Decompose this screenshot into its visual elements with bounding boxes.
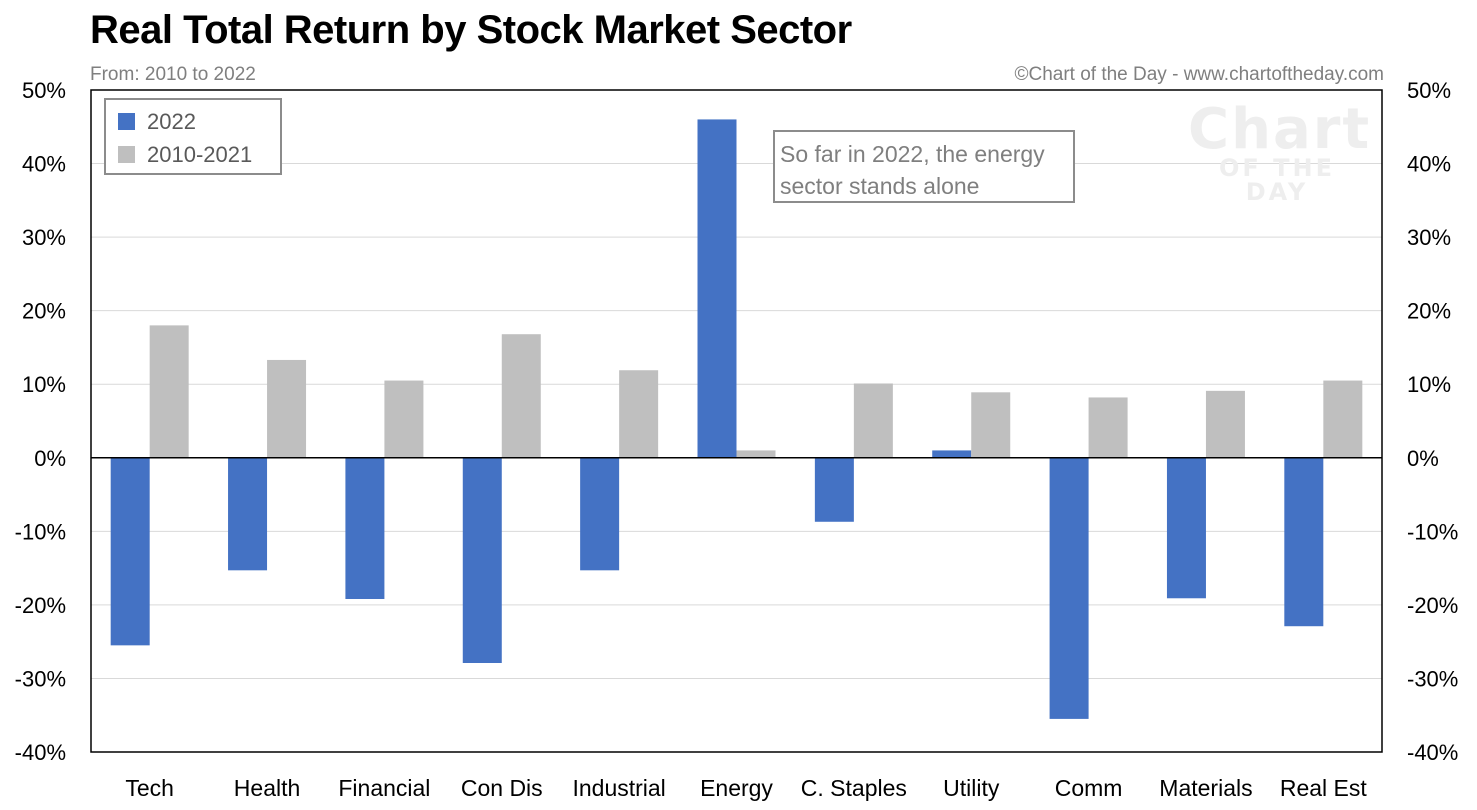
bar-2022-comm <box>1049 457 1089 719</box>
bar-2010-2021-comm <box>1088 397 1128 458</box>
legend-swatch-2022 <box>118 112 135 130</box>
y-tick-label-left: -20% <box>15 593 66 618</box>
chart-of-the-day-logo: Chart OF THE DAY <box>1188 97 1372 206</box>
y-tick-label-right: 10% <box>1407 372 1451 397</box>
y-tick-label-left: 40% <box>22 152 66 177</box>
x-tick-label: Tech <box>125 775 174 801</box>
y-tick-label-right: -40% <box>1407 740 1458 765</box>
x-tick-label: Health <box>234 775 300 801</box>
y-tick-label-right: 40% <box>1407 152 1451 177</box>
bar-2022-tech <box>110 457 150 646</box>
x-tick-label: Energy <box>700 775 773 801</box>
x-tick-label: Materials <box>1159 775 1252 801</box>
x-tick-label: Industrial <box>572 775 665 801</box>
bar-2022-energy <box>697 119 737 458</box>
legend-item-2022: 2022 <box>118 109 196 135</box>
y-tick-label-left: -30% <box>15 666 66 691</box>
bar-2010-2021-tech <box>149 325 189 458</box>
x-tick-label: Con Dis <box>461 775 543 801</box>
x-tick-label: Financial <box>338 775 430 801</box>
x-axis-categories: Tech Health Financial Con Dis Industrial Ener… <box>125 775 1367 801</box>
y-tick-label-left: 20% <box>22 299 66 324</box>
bar-2022-industrial <box>580 457 620 571</box>
annotation-line-2: sector stands alone <box>780 173 980 199</box>
chart-credit: ©Chart of the Day - www.chartoftheday.co… <box>1014 64 1384 85</box>
bar-2010-2021-con-dis <box>501 334 541 458</box>
bar-2010-2021-c-staples <box>853 383 893 458</box>
y-tick-label-left: 0% <box>34 446 66 471</box>
y-tick-label-left: 50% <box>22 78 66 103</box>
bar-2010-2021-industrial <box>619 370 659 458</box>
bar-2010-2021-health <box>267 359 307 458</box>
y-tick-label-right: -30% <box>1407 666 1458 691</box>
y-tick-label-right: 0% <box>1407 446 1439 471</box>
y-tick-label-right: 20% <box>1407 299 1451 324</box>
y-axis-left-ticks: 50% 40% 30% 20% 10% 0% -10% -20% -30% -40% <box>15 78 66 765</box>
axes <box>90 89 1383 753</box>
y-tick-label-left: 30% <box>22 225 66 250</box>
bar-2010-2021-energy <box>736 450 776 458</box>
bar-2022-financial <box>345 457 385 600</box>
y-tick-label-left: -10% <box>15 519 66 544</box>
y-tick-label-left: 10% <box>22 372 66 397</box>
y-axis-right-ticks: 50% 40% 30% 20% 10% 0% -10% -20% -30% -40% <box>1407 78 1458 765</box>
bar-2010-2021-materials <box>1205 390 1245 458</box>
annotation-line-1: So far in 2022, the energy <box>780 141 1045 167</box>
plot-frame <box>90 89 1383 753</box>
x-tick-label: Utility <box>943 775 1000 801</box>
bar-2022-health <box>228 457 268 571</box>
bar-2010-2021-financial <box>384 380 424 458</box>
y-tick-label-left: -40% <box>15 740 66 765</box>
y-tick-label-right: 50% <box>1407 78 1451 103</box>
legend-label-2022: 2022 <box>147 109 196 134</box>
y-tick-label-right: -10% <box>1407 519 1458 544</box>
bar-2010-2021-real-est <box>1323 380 1363 458</box>
annotation-box: So far in 2022, the energy sector stands… <box>773 130 1075 203</box>
x-tick-label: C. Staples <box>801 775 907 801</box>
bar-2022-real-est <box>1284 457 1324 627</box>
chart-subtitle: From: 2010 to 2022 <box>90 64 256 85</box>
bar-2022-c-staples <box>814 457 854 522</box>
legend-swatch-2010-2021 <box>118 145 135 163</box>
logo-sub-text: OF THE DAY <box>1218 154 1335 206</box>
x-tick-label: Real Est <box>1280 775 1368 801</box>
x-tick-label: Comm <box>1055 775 1123 801</box>
legend-item-2010-2021: 2010-2021 <box>118 142 252 168</box>
bar-2010-2021-utility <box>971 392 1011 458</box>
y-tick-label-right: -20% <box>1407 593 1458 618</box>
bar-2022-materials <box>1166 457 1206 599</box>
bars <box>110 119 1363 719</box>
chart-title: Real Total Return by Stock Market Sector <box>90 8 852 52</box>
y-tick-label-right: 30% <box>1407 225 1451 250</box>
legend: 2022 2010-2021 <box>104 98 282 175</box>
bar-2022-con-dis <box>462 457 502 663</box>
bar-2022-utility <box>932 450 972 458</box>
logo-main-text: Chart <box>1188 97 1372 162</box>
legend-label-2010-2021: 2010-2021 <box>147 142 253 167</box>
